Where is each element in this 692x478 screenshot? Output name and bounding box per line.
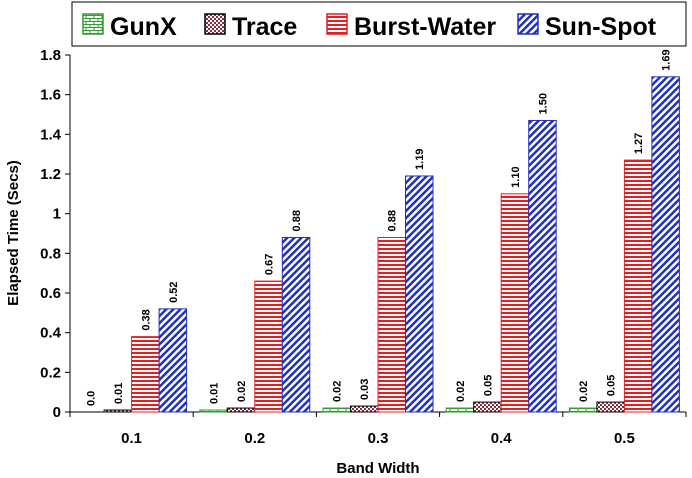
x-tick-label: 0.3 xyxy=(368,430,389,447)
y-tick-label: 1.2 xyxy=(40,166,61,183)
bar-value-label: 0.52 xyxy=(168,281,180,302)
legend-swatch-gunx xyxy=(82,13,104,35)
bar-burst-water xyxy=(500,193,530,413)
x-tick-label: 0.4 xyxy=(491,430,513,447)
legend-item-gunx: GunX xyxy=(82,13,177,41)
bar-value-label: 1.19 xyxy=(414,149,426,170)
bar-burst-water xyxy=(254,280,283,413)
bar-sun-spot xyxy=(281,236,311,413)
y-axis-title: Elapsed Time (Secs) xyxy=(5,160,22,306)
bar-value-label: 0.38 xyxy=(140,309,152,330)
bar-burst-water xyxy=(377,236,406,413)
legend-swatch-burst-water xyxy=(326,13,348,35)
x-axis-ticks: 0.1 0.2 0.3 0.4 0.5 xyxy=(69,412,687,447)
legend-label-trace: Trace xyxy=(232,13,297,41)
bar-gunx xyxy=(445,407,475,413)
legend-item-trace: Trace xyxy=(204,13,297,41)
y-tick-label: 0 xyxy=(53,404,61,421)
bar-burst-water xyxy=(131,336,160,413)
legend-label-sun-spot: Sun-Spot xyxy=(545,13,657,41)
bar-sun-spot xyxy=(651,76,680,413)
bar-value-label: 1.69 xyxy=(661,49,673,70)
x-tick-label: 0.5 xyxy=(614,430,635,447)
bar-trace xyxy=(103,409,133,413)
bar-value-label: 0.05 xyxy=(606,375,618,396)
bar-value-label: 0.02 xyxy=(455,381,467,402)
bar-trace xyxy=(350,405,379,413)
bar-value-label: 1.27 xyxy=(633,133,645,154)
x-tick-label: 0.1 xyxy=(121,430,142,447)
legend-swatch-sun-spot xyxy=(517,13,539,35)
bar-value-label: 0.88 xyxy=(387,210,399,231)
y-tick-label: 0.2 xyxy=(40,364,61,381)
x-axis-title: Band Width xyxy=(336,460,419,477)
bar-value-label: 0.01 xyxy=(209,383,221,404)
bar-value-label: 0.0 xyxy=(85,391,97,406)
y-tick-label: 1.4 xyxy=(40,126,62,143)
bar-gunx xyxy=(568,407,598,413)
bar-trace xyxy=(473,401,502,413)
bar-value-label: 0.02 xyxy=(578,381,590,402)
bar-value-label: 0.02 xyxy=(236,381,248,402)
bar-value-label: 0.05 xyxy=(482,375,494,396)
bar-trace xyxy=(596,401,625,413)
x-tick-label: 0.2 xyxy=(244,430,265,447)
legend-swatch-trace xyxy=(204,13,226,35)
bar-value-label: 1.50 xyxy=(537,93,549,114)
bar-sun-spot xyxy=(528,119,557,413)
bar-gunx xyxy=(199,409,228,413)
y-tick-label: 1.8 xyxy=(40,47,61,64)
legend: GunX Trace Burst-Water Sun-Spot xyxy=(71,1,687,47)
bar-value-label: 0.88 xyxy=(291,210,303,231)
bars xyxy=(103,76,680,413)
y-tick-label: 1.6 xyxy=(40,87,61,104)
bar-value-labels: 0.0 0.01 0.38 0.52 0.01 0.02 0.67 0.88 0.02 0.03 0… xyxy=(85,49,672,406)
bar-gunx xyxy=(322,407,351,413)
legend-label-gunx: GunX xyxy=(110,13,177,41)
bar-sun-spot xyxy=(405,175,434,413)
bar-burst-water xyxy=(623,159,653,413)
bar-value-label: 0.02 xyxy=(332,381,344,402)
y-tick-label: 1 xyxy=(53,206,61,223)
bar-value-label: 0.01 xyxy=(113,383,125,404)
legend-item-sun-spot: Sun-Spot xyxy=(517,13,657,41)
legend-item-burst-water: Burst-Water xyxy=(326,13,496,41)
y-tick-label: 0.6 xyxy=(40,285,61,302)
legend-label-burst-water: Burst-Water xyxy=(354,13,496,41)
bar-value-label: 0.03 xyxy=(359,379,371,400)
y-tick-label: 0.4 xyxy=(40,325,62,342)
bar-value-label: 1.10 xyxy=(510,166,522,187)
y-tick-label: 0.8 xyxy=(40,245,61,262)
bar-trace xyxy=(226,407,256,413)
bar-value-label: 0.67 xyxy=(264,254,276,275)
y-axis-ticks: 0 0.2 0.4 0.6 0.8 1 1.2 1.4 1.6 1.8 xyxy=(40,47,70,421)
bar-sun-spot xyxy=(158,308,188,413)
legend-box xyxy=(71,1,687,47)
